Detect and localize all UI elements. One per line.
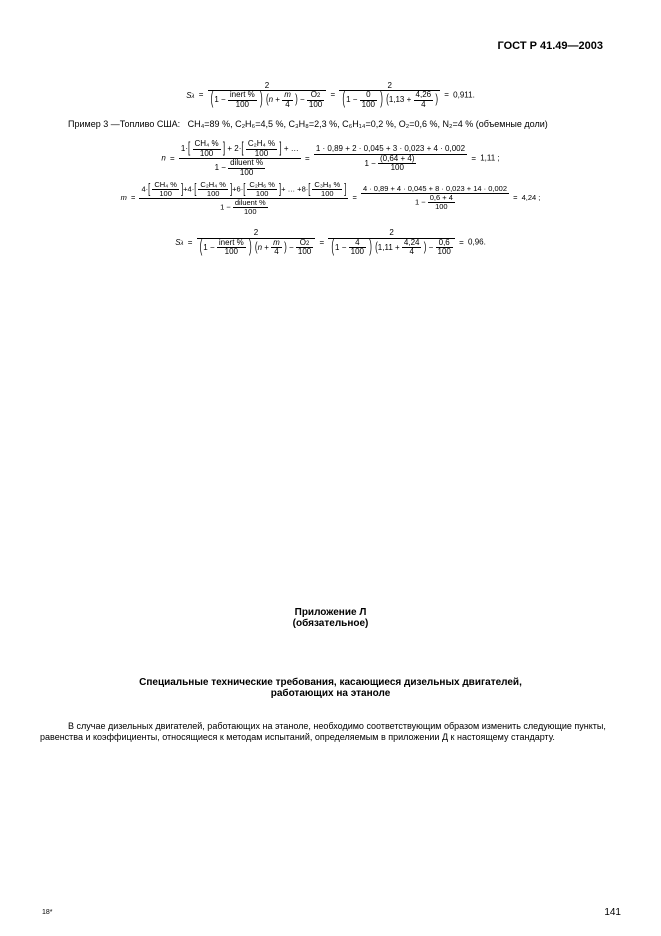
- formula-n: n = 1·[ CH₄ %100 ] + 2·[ C₂H₄ %100 ] + ……: [40, 140, 621, 177]
- slambda-lhs: Sλ: [186, 91, 194, 100]
- appendix-section-title: Специальные технические требования, каса…: [40, 677, 621, 699]
- subtitle-line1: Специальные технические требования, каса…: [40, 677, 621, 688]
- formula-s-lambda-2: Sλ = 2 (1 − inert %100 ) (n + m4 ) − O21…: [40, 229, 621, 256]
- example3-species: CH₄=89 %, C₂H₆=4,5 %, C₃H₈=2,3 %, C₆H₁₄=…: [188, 119, 548, 129]
- document-number: ГОСТ Р 41.49—2003: [498, 40, 603, 52]
- slambda2-result: 0,96.: [468, 238, 486, 247]
- appendix-subtitle: (обязательное): [40, 618, 621, 629]
- example3-para: Пример 3 —Топливо США: CH₄=89 %, C₂H₆=4,…: [40, 119, 621, 130]
- example3-label: Пример 3 —Топливо США:: [68, 119, 180, 129]
- body-paragraph: В случае дизельных двигателей, работающи…: [40, 721, 621, 744]
- appendix-heading: Приложение Л (обязательное): [40, 607, 621, 629]
- slambda2-lhs: Sλ: [175, 238, 183, 247]
- page-number: 141: [604, 907, 621, 918]
- subtitle-line2: работающих на этаноле: [40, 688, 621, 699]
- footnote-mark: 18*: [42, 909, 53, 916]
- formula-m: m = 4·[ CH₄ %100 ]+4·[ C₂H₄ %100 ]+6·[ C…: [40, 181, 621, 216]
- m-lhs: m: [121, 193, 127, 202]
- formula-s-lambda-1: Sλ = 2 (1 − inert %100 ) (n + m4 ) − O21…: [40, 82, 621, 109]
- slambda1-result: 0,911.: [453, 91, 475, 100]
- appendix-title: Приложение Л: [40, 607, 621, 618]
- n-lhs: n: [161, 154, 165, 163]
